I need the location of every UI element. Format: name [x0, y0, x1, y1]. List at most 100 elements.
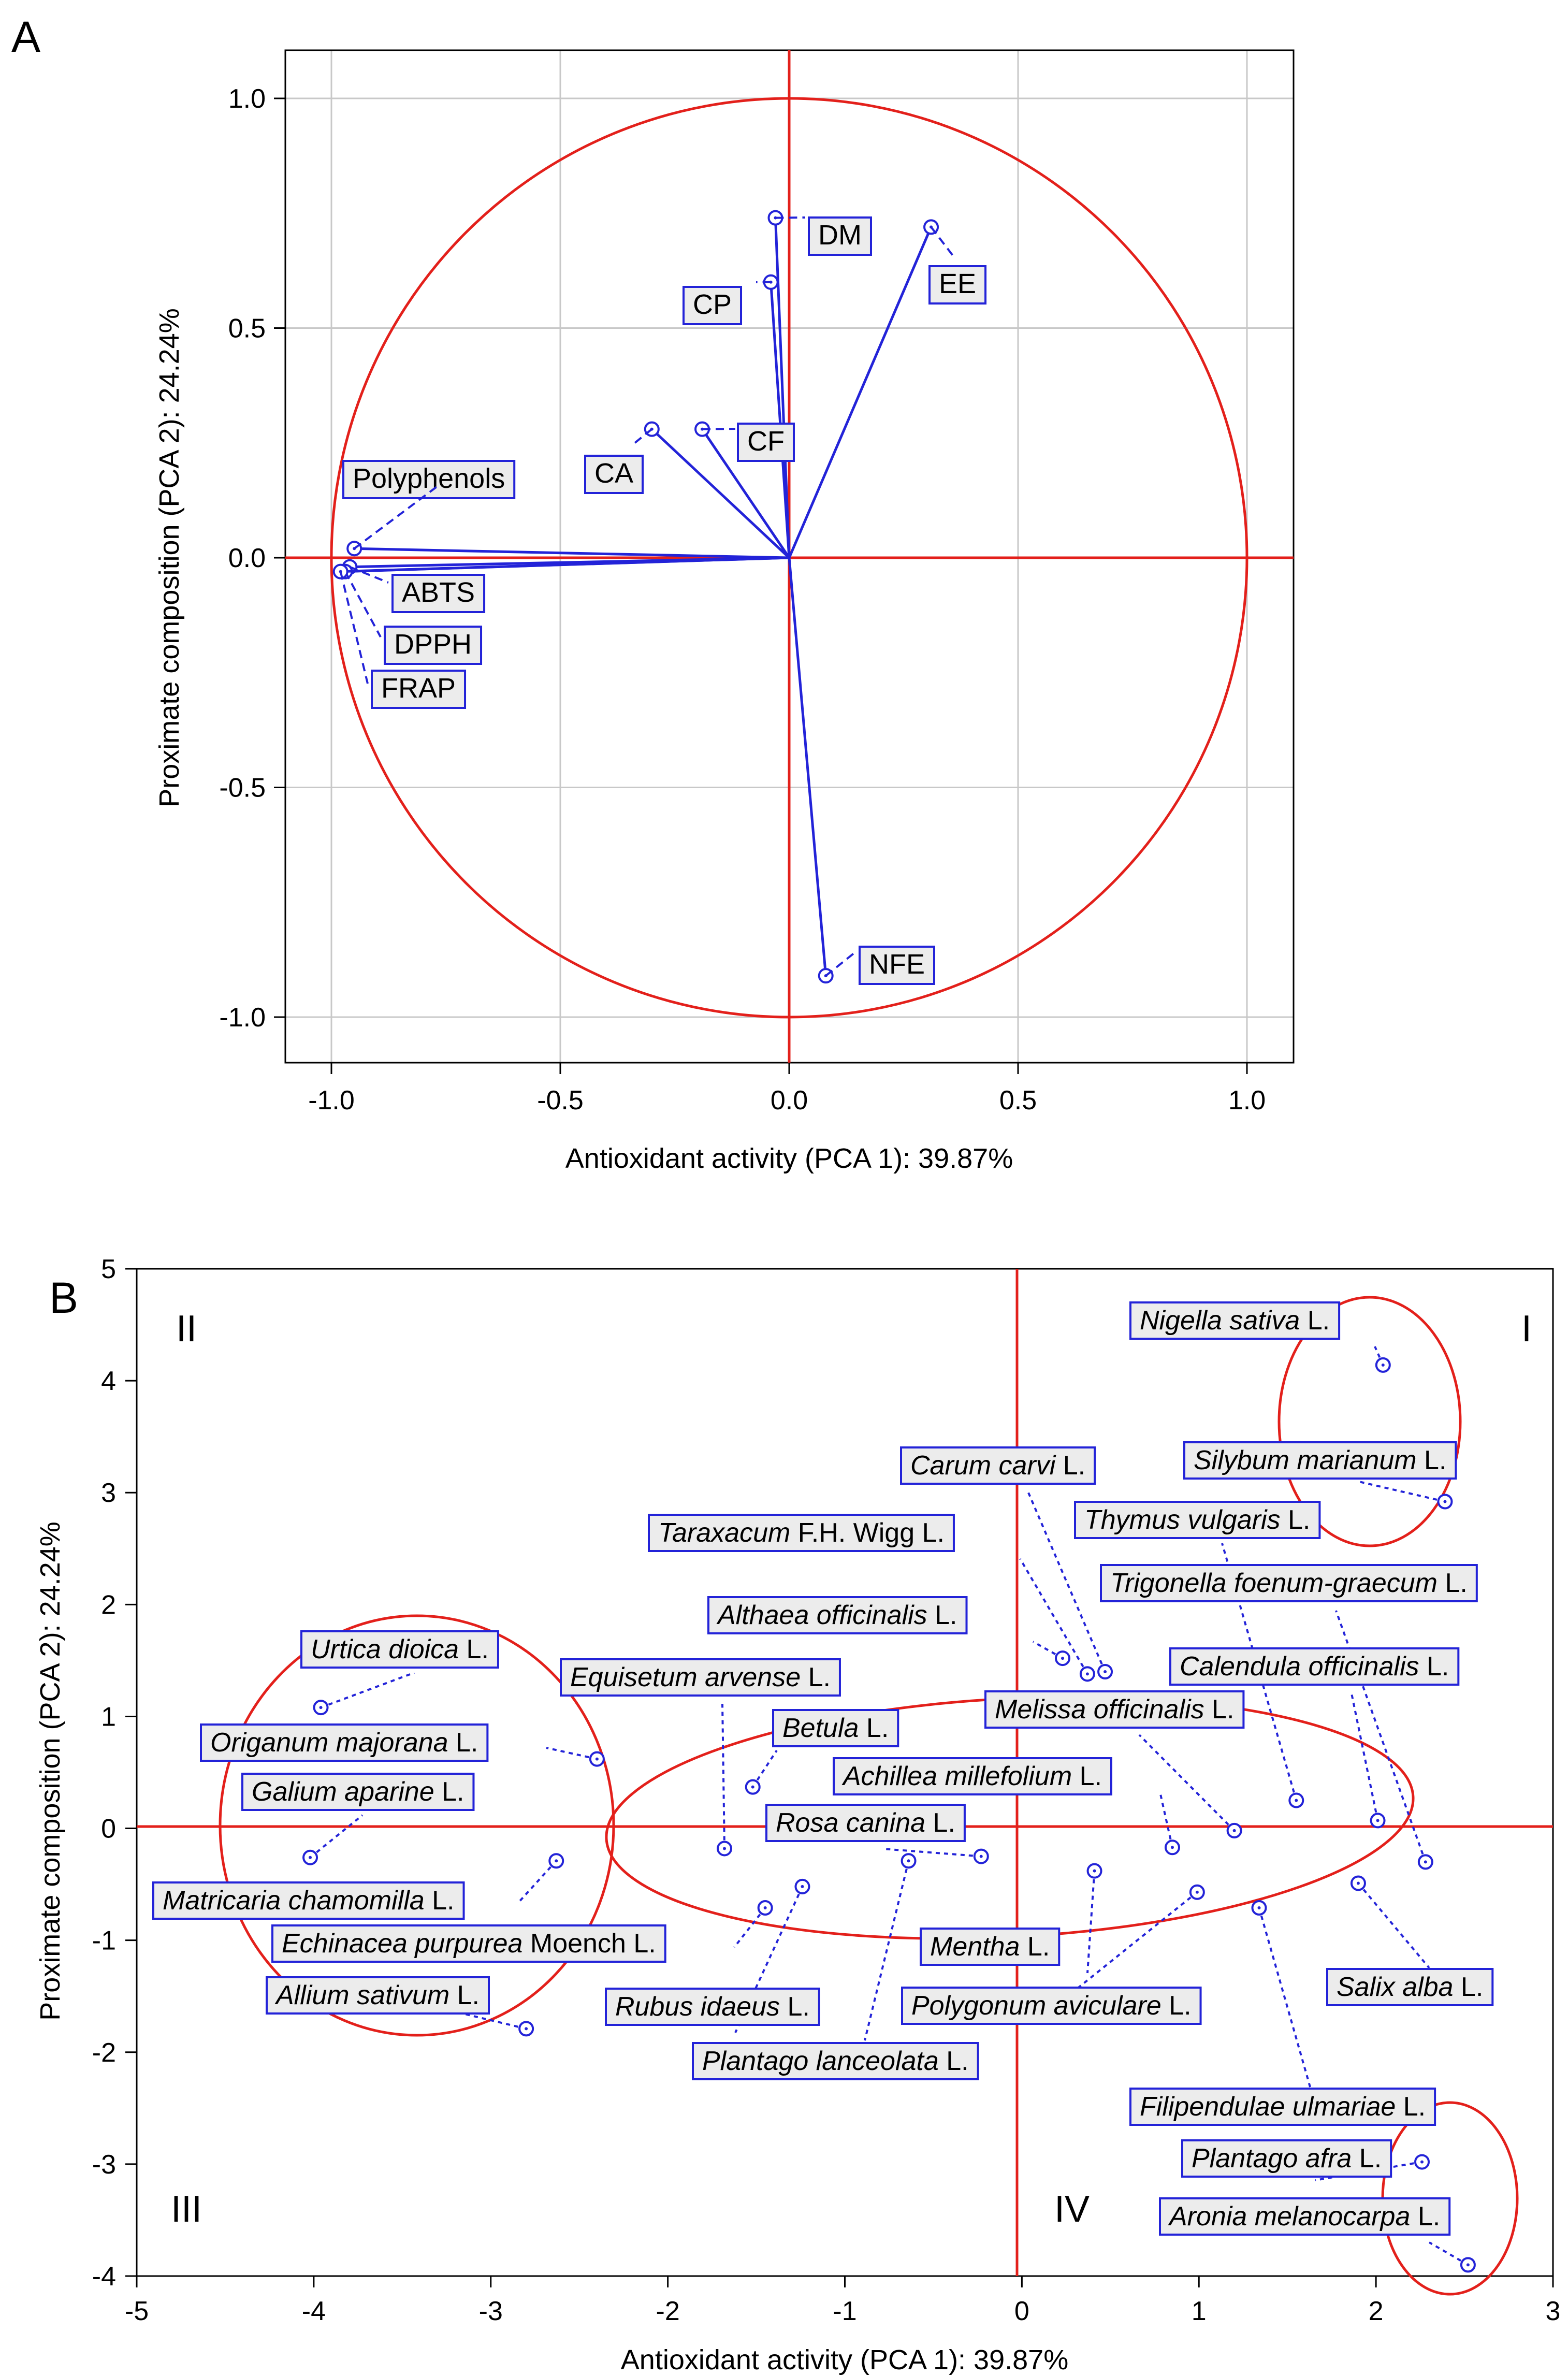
data-point-center — [1195, 1890, 1199, 1894]
point-label-box — [920, 1928, 1061, 1966]
label-leader — [517, 1860, 557, 1904]
score-salix-alba-l: Salix alba L. — [1326, 1875, 1494, 2006]
data-point-center — [1381, 1363, 1385, 1367]
point-label-box — [765, 1804, 966, 1842]
y-tick-label: 5 — [101, 1254, 116, 1284]
point-label-box — [1159, 2197, 1451, 2236]
point-label: Matricaria chamomilla L. — [163, 1886, 455, 1916]
score-carum-carvi-l: Carum carvi L. — [900, 1446, 1113, 1679]
loading-vector — [770, 282, 791, 558]
point-label-box — [342, 460, 516, 499]
point-label: DM — [818, 220, 862, 251]
score-matricaria-chamomilla-l: Matricaria chamomilla L. — [152, 1853, 564, 1920]
point-label: Nigella sativa L. — [1140, 1306, 1330, 1336]
label-leader — [1356, 1480, 1445, 1503]
point-label-box — [1169, 1647, 1460, 1686]
point-label-box — [928, 265, 987, 305]
score-mentha-l: Mentha L. — [920, 1863, 1102, 1974]
x-tick-label: 0 — [1014, 2296, 1029, 2326]
score-rosa-canina-l: Rosa canina L. — [765, 1804, 989, 1864]
data-point-center — [1420, 2160, 1424, 2164]
data-point-center — [555, 1859, 558, 1863]
label-leader — [882, 1848, 981, 1858]
data-point-center — [1085, 1672, 1089, 1676]
data-point-center — [907, 1859, 910, 1863]
point-label-box — [391, 574, 486, 613]
y-tick-label: 0 — [101, 1814, 116, 1844]
point-label: Althaea officinalis L. — [716, 1600, 957, 1630]
y-tick-label: -2 — [92, 2038, 116, 2068]
point-label-box — [808, 216, 872, 256]
label-leader — [344, 571, 382, 638]
label-leader — [1076, 1891, 1198, 1990]
score-calendula-officinalis-l: Calendula officinalis L. — [1169, 1647, 1460, 1829]
point-label-box — [859, 946, 935, 985]
point-label: Allium sativum L. — [274, 1980, 480, 2010]
loading-ee: EE — [788, 219, 987, 558]
point-label: Galium aparine L. — [252, 1777, 464, 1807]
label-leader — [930, 226, 956, 260]
loading-nfe: NFE — [788, 557, 935, 985]
loading-ca: CA — [584, 421, 790, 559]
point-label-box — [900, 1446, 1096, 1485]
data-point-center — [1376, 1819, 1380, 1822]
label-leader — [864, 1860, 910, 2041]
point-label-box — [560, 1658, 841, 1697]
point-label: Polyphenols — [353, 463, 505, 494]
score-taraxacum-f-h-wigg-l: Taraxacum F.H. Wigg L. — [648, 1514, 1095, 1682]
panel-b-score-plot: B I II III IV -5 -4 -3 -2 -1 0 1 2 3 5 4 3 2 1 0 -1 -2 -3… — [35, 1254, 1560, 2375]
score-allium-sativum-l: Allium sativum L. — [266, 1976, 534, 2037]
quadrant-label-I: I — [1521, 1308, 1532, 1350]
label-leader — [349, 566, 389, 584]
point-label-box — [271, 1924, 666, 1963]
score-equisetum-arvense-l: Equisetum arvense L. — [560, 1658, 841, 1857]
point-label: EE — [939, 268, 976, 299]
panel-a-label: A — [11, 12, 40, 61]
point-label-box — [833, 1757, 1112, 1795]
point-label: Equisetum arvense L. — [570, 1662, 831, 1692]
x-tick-label: -5 — [125, 2296, 149, 2326]
point-label: Betula L. — [782, 1713, 889, 1743]
point-label: Filipendulae ulmariae L. — [1140, 2092, 1426, 2122]
label-leader — [631, 428, 653, 446]
label-leader — [1351, 1693, 1379, 1821]
label-leader — [309, 1814, 364, 1859]
point-label-box — [1129, 1301, 1341, 1340]
point-label-box — [1326, 1968, 1494, 2006]
data-point-center — [319, 1706, 323, 1709]
data-point-center — [763, 1906, 767, 1909]
loading-vector — [788, 226, 933, 558]
data-point-center — [309, 1856, 312, 1859]
panel-a-x-axis-label: Antioxidant activity (PCA 1): 39.87% — [565, 1143, 1013, 1174]
label-leader — [752, 1749, 778, 1788]
score-trigonella-foenum-graecum-l: Trigonella foenum-graecum L. — [1100, 1564, 1478, 1870]
score-urtica-dioica-l: Urtica dioica L. — [300, 1630, 499, 1716]
loading-frap: FRAP — [332, 556, 790, 709]
quadrant-label-II: II — [176, 1308, 197, 1350]
quadrant-label-III: III — [171, 2189, 202, 2230]
panel-b-y-axis-label: Proximate composition (PCA 2): 24.24% — [35, 1522, 66, 2020]
loading-dm: DM — [767, 210, 872, 558]
point-label: Origanum majorana L. — [210, 1728, 478, 1758]
y-tick-label: 3 — [101, 1478, 116, 1508]
point-label: Rubus idaeus L. — [615, 1992, 810, 2022]
x-tick-label: 0.5 — [999, 1085, 1037, 1115]
y-tick-label: 1.0 — [228, 84, 266, 114]
panel-a-y-axis-label: Proximate composition (PCA 2): 24.24% — [154, 308, 185, 807]
y-tick-label: -1 — [92, 1926, 116, 1956]
point-label-box — [605, 1988, 820, 2026]
label-leader — [733, 1907, 766, 1948]
point-label-box — [737, 423, 795, 462]
score-rubus-idaeus-l: Rubus idaeus L. — [605, 1878, 820, 2033]
point-label-box — [1181, 2139, 1392, 2178]
loading-vector — [701, 428, 791, 559]
score-althaea-officinalis-l: Althaea officinalis L. — [707, 1596, 1071, 1667]
label-leader — [1033, 1641, 1063, 1659]
label-leader — [339, 571, 369, 684]
x-tick-label: -3 — [479, 2296, 503, 2326]
point-label: Echinacea purpurea Moench L. — [282, 1929, 656, 1959]
label-leader — [825, 952, 855, 977]
label-leader — [1138, 1734, 1236, 1832]
x-tick-label: 1.0 — [1228, 1085, 1266, 1115]
